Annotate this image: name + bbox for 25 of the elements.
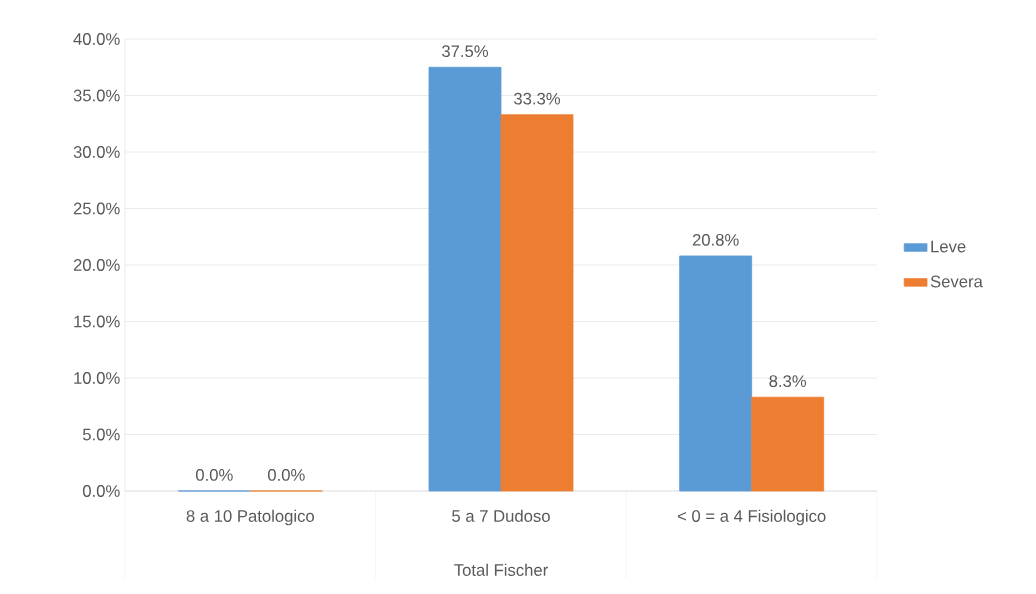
y-tick-label: 35.0% xyxy=(73,89,120,102)
y-tick-label: 0.0% xyxy=(82,485,120,497)
legend-label: Leve xyxy=(931,240,966,253)
y-tick-label: 15.0% xyxy=(74,315,120,328)
x-tick-label: < 0 = a 4 Fisiologico xyxy=(677,509,826,526)
x-tick-label: 8 a 10 Patologico xyxy=(186,509,315,526)
x-tick-label: 5 a 7 Dudoso xyxy=(452,509,550,522)
y-tick-label: 25.0% xyxy=(73,202,120,215)
data-label: 20.8% xyxy=(692,234,739,246)
bar xyxy=(428,66,502,492)
legend-label: Severa xyxy=(930,275,983,288)
y-tick-label: 10.0% xyxy=(74,372,120,384)
data-label: 8.3% xyxy=(769,375,807,388)
data-label: 37.5% xyxy=(442,45,489,58)
y-tick-label: 30.0% xyxy=(73,146,120,158)
bar xyxy=(751,396,825,492)
y-tick-label: 20.0% xyxy=(73,259,120,271)
data-label: 0.0% xyxy=(267,469,305,481)
data-label: 0.0% xyxy=(195,469,233,481)
bar xyxy=(500,114,574,492)
y-tick-label: 5.0% xyxy=(82,428,120,441)
bar xyxy=(679,255,753,492)
y-tick-label: 40.0% xyxy=(73,33,120,45)
data-label: 33.3% xyxy=(514,92,561,105)
x-axis-title: Total Fischer xyxy=(454,563,548,576)
